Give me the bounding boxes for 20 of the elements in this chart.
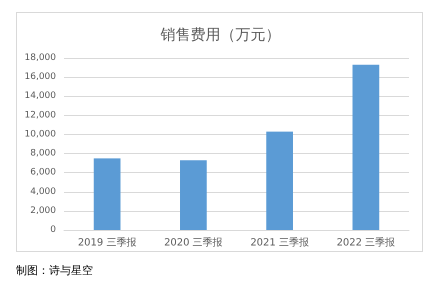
y-tick-label: 12,000: [24, 110, 56, 120]
y-tick-label: 10,000: [24, 129, 56, 140]
y-tick-label: 4,000: [30, 186, 56, 197]
x-tick-label: 2021 三季报: [250, 236, 309, 248]
y-tick-label: 8,000: [30, 148, 56, 159]
x-tick-label: 2022 三季报: [336, 236, 396, 248]
bar: [352, 64, 380, 230]
y-tick-label: 16,000: [24, 72, 56, 82]
y-tick-label: 18,000: [24, 53, 56, 63]
y-tick-label: 6,000: [30, 168, 56, 178]
chart-title: 销售费用（万元）: [160, 26, 280, 44]
text: 制图：诗与星空: [16, 264, 93, 277]
y-tick-label: 0: [50, 225, 56, 235]
x-tick-label: 2019 三季报: [78, 236, 136, 248]
y-tick-label: 2,000: [30, 206, 56, 216]
y-tick-label: 14,000: [24, 91, 56, 102]
bar: [180, 160, 207, 230]
bar: [94, 158, 120, 230]
bar: [266, 132, 293, 230]
x-tick-label: 2020 三季报: [164, 236, 223, 248]
